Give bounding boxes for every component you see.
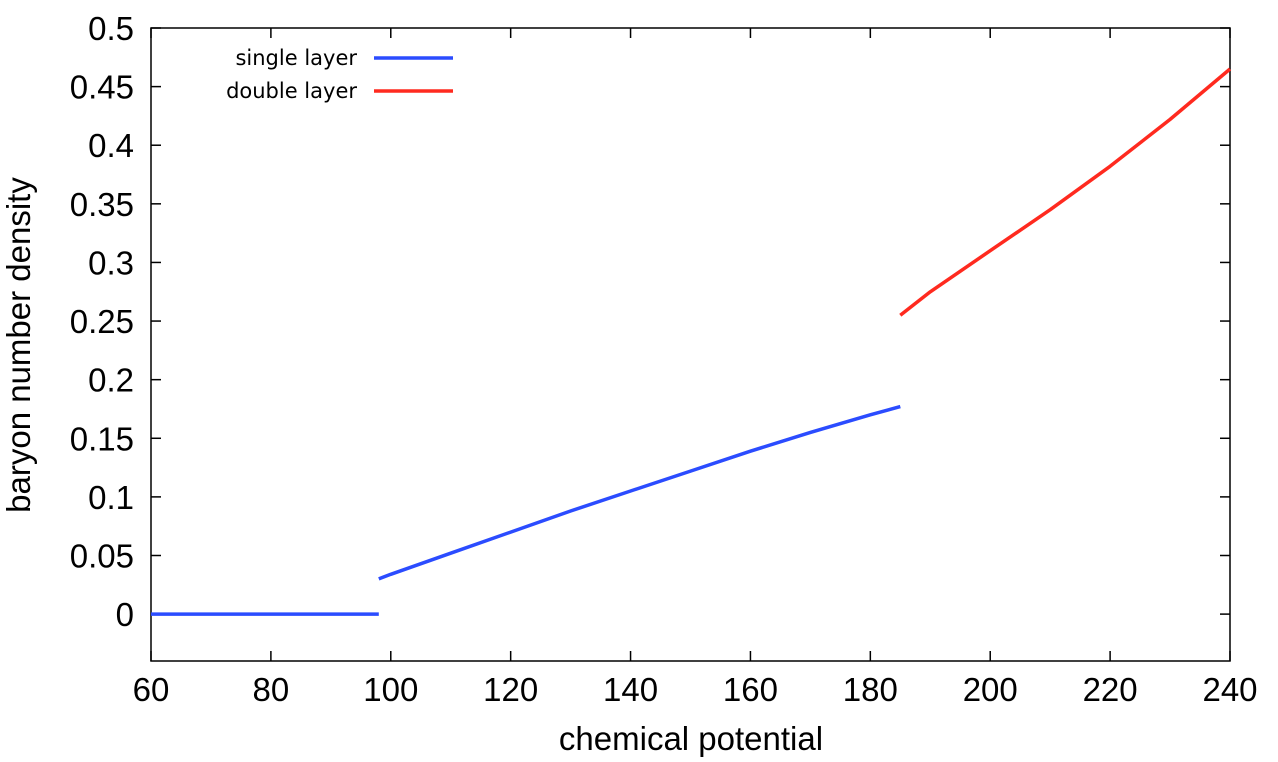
x-tick-labels: 60 80 100 120 140 160 180 200 220 240 (133, 671, 1258, 708)
y-tick-labels: 0 0.05 0.1 0.15 0.2 0.25 0.3 0.35 0.4 0.45 0.5 (70, 10, 134, 633)
legend-label-2: double layer (226, 79, 357, 103)
x-tick-label: 240 (1202, 671, 1257, 708)
legend-label-1: single layer (235, 46, 357, 70)
x-tick-label: 160 (723, 671, 778, 708)
y-axis-title: baryon number density (0, 177, 37, 513)
x-tick-label: 200 (963, 671, 1018, 708)
x-tick-label: 120 (483, 671, 538, 708)
y-tick-label: 0.05 (70, 538, 134, 575)
x-tick-label: 220 (1083, 671, 1138, 708)
x-axis-title: chemical potential (559, 720, 823, 757)
y-tick-label: 0.2 (88, 362, 134, 399)
legend: single layer double layer (226, 46, 453, 103)
y-tick-label: 0.35 (70, 186, 134, 223)
y-tick-label: 0.25 (70, 303, 134, 340)
y-tick-label: 0.3 (88, 244, 134, 281)
series-line-2-segment-1 (899, 67, 1232, 317)
x-tick-label: 60 (133, 671, 170, 708)
y-tick-label: 0.4 (88, 127, 134, 164)
y-tick-label: 0 (116, 596, 134, 633)
x-tick-label: 140 (603, 671, 658, 708)
y-tick-label: 0.5 (88, 10, 134, 47)
y-tick-label: 0.45 (70, 69, 134, 106)
plot-frame (150, 27, 1231, 662)
tick-marks (150, 27, 1231, 661)
x-tick-label: 180 (843, 671, 898, 708)
y-tick-label: 0.1 (88, 479, 134, 516)
series-line-1-segment-2 (378, 404, 901, 581)
series-lines (151, 67, 1232, 616)
x-tick-label: 100 (363, 671, 418, 708)
x-tick-label: 80 (253, 671, 290, 708)
y-tick-label: 0.15 (70, 420, 134, 457)
